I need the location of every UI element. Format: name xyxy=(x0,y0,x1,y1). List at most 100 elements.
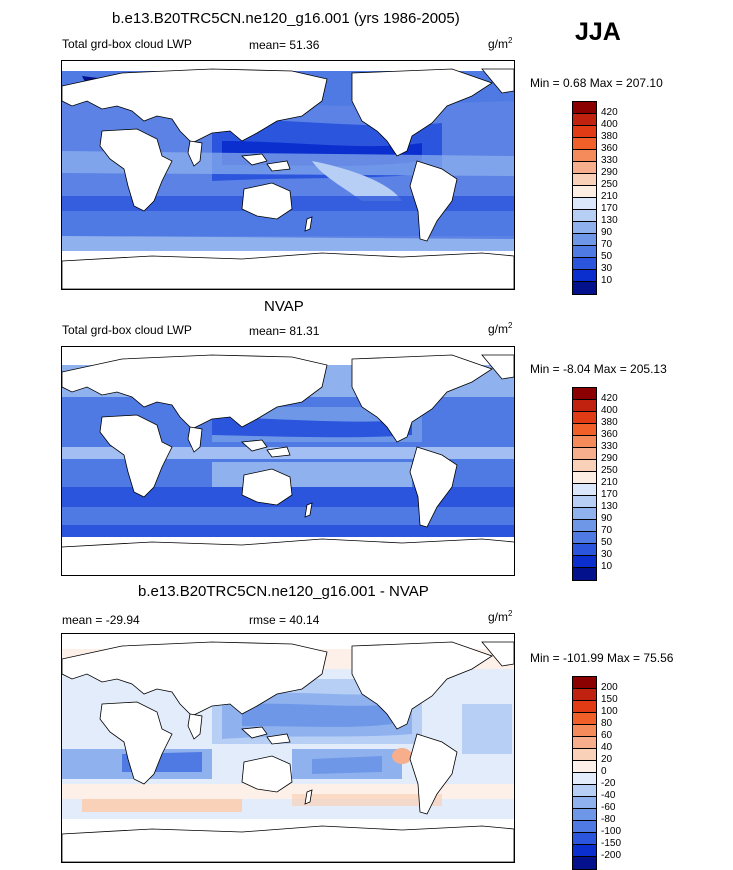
colorbar-tick: 20 xyxy=(601,754,613,765)
panel-diff-units: g/m2 xyxy=(488,609,513,624)
colorbar-swatch xyxy=(573,749,596,761)
colorbar-tick: 30 xyxy=(601,263,613,274)
colorbar-tick: 30 xyxy=(601,549,613,560)
colorbar-tick: -80 xyxy=(601,814,616,825)
colorbar-tick: 250 xyxy=(601,465,618,476)
panel-obs-variable-label: Total grd-box cloud LWP xyxy=(62,323,192,337)
colorbar-swatch xyxy=(573,400,596,412)
colorbar-swatch xyxy=(573,761,596,773)
colorbar-swatch xyxy=(573,556,596,568)
panel-diff-mean-label: mean = -29.94 xyxy=(62,613,140,627)
colorbar-swatch xyxy=(573,496,596,508)
colorbar-tick: -20 xyxy=(601,778,616,789)
colorbar-tick: 170 xyxy=(601,203,618,214)
colorbar-swatch xyxy=(573,126,596,138)
panel-diff-rmse-label: rmse = 40.14 xyxy=(249,613,320,627)
panel-model-title: b.e13.B20TRC5CN.ne120_g16.001 (yrs 1986-… xyxy=(112,10,460,27)
panel-model-colorbar xyxy=(572,101,597,295)
colorbar-tick: 330 xyxy=(601,155,618,166)
colorbar-swatch xyxy=(573,845,596,857)
colorbar-tick: 70 xyxy=(601,239,613,250)
colorbar-swatch xyxy=(573,138,596,150)
colorbar-tick: -100 xyxy=(601,826,622,837)
panel-diff-title: b.e13.B20TRC5CN.ne120_g16.001 - NVAP xyxy=(138,583,429,600)
colorbar-tick: 250 xyxy=(601,179,618,190)
colorbar-tick: 420 xyxy=(601,107,618,118)
colorbar-tick: -40 xyxy=(601,790,616,801)
colorbar-tick: 420 xyxy=(601,393,618,404)
panel-diff-colorbar xyxy=(572,676,597,870)
colorbar-tick: 210 xyxy=(601,191,618,202)
colorbar-swatch xyxy=(573,568,596,580)
colorbar-swatch xyxy=(573,484,596,496)
colorbar-swatch xyxy=(573,448,596,460)
colorbar-swatch xyxy=(573,857,596,869)
colorbar-swatch xyxy=(573,222,596,234)
colorbar-swatch xyxy=(573,460,596,472)
colorbar-tick: 130 xyxy=(601,501,618,512)
colorbar-swatch xyxy=(573,809,596,821)
colorbar-swatch xyxy=(573,424,596,436)
colorbar-tick: 400 xyxy=(601,119,618,130)
colorbar-swatch xyxy=(573,102,596,114)
colorbar-swatch xyxy=(573,198,596,210)
colorbar-swatch xyxy=(573,162,596,174)
colorbar-swatch xyxy=(573,773,596,785)
colorbar-tick: 60 xyxy=(601,730,613,741)
panel-diff-minmax: Min = -101.99 Max = 75.56 xyxy=(530,651,674,665)
colorbar-swatch xyxy=(573,689,596,701)
colorbar-tick: 380 xyxy=(601,417,618,428)
colorbar-tick: 290 xyxy=(601,453,618,464)
colorbar-swatch xyxy=(573,544,596,556)
colorbar-tick: 170 xyxy=(601,489,618,500)
colorbar-swatch xyxy=(573,725,596,737)
colorbar-swatch xyxy=(573,677,596,689)
colorbar-tick: 130 xyxy=(601,215,618,226)
colorbar-swatch xyxy=(573,234,596,246)
panel-model-map xyxy=(61,60,515,290)
panel-model-variable-label: Total grd-box cloud LWP xyxy=(62,37,192,51)
colorbar-swatch xyxy=(573,472,596,484)
panel-obs-title: NVAP xyxy=(264,298,304,315)
panel-obs-map xyxy=(61,346,515,576)
panel-obs-minmax: Min = -8.04 Max = 205.13 xyxy=(530,362,667,376)
colorbar-tick: 0 xyxy=(601,766,607,777)
colorbar-swatch xyxy=(573,785,596,797)
colorbar-tick: 200 xyxy=(601,682,618,693)
panel-model-mean-label: mean= 51.36 xyxy=(249,38,320,52)
panel-model-minmax: Min = 0.68 Max = 207.10 xyxy=(530,76,663,90)
colorbar-swatch xyxy=(573,821,596,833)
colorbar-swatch xyxy=(573,737,596,749)
colorbar-tick: 330 xyxy=(601,441,618,452)
colorbar-tick: 360 xyxy=(601,143,618,154)
colorbar-swatch xyxy=(573,388,596,400)
colorbar-swatch xyxy=(573,532,596,544)
colorbar-swatch xyxy=(573,258,596,270)
panel-obs-mean-label: mean= 81.31 xyxy=(249,324,320,338)
panel-obs-units: g/m2 xyxy=(488,321,513,336)
colorbar-tick: 90 xyxy=(601,513,613,524)
colorbar-swatch xyxy=(573,436,596,448)
colorbar-tick: 360 xyxy=(601,429,618,440)
colorbar-swatch xyxy=(573,174,596,186)
colorbar-tick: 150 xyxy=(601,694,618,705)
colorbar-tick: 50 xyxy=(601,537,613,548)
colorbar-tick: 290 xyxy=(601,167,618,178)
colorbar-swatch xyxy=(573,701,596,713)
colorbar-swatch xyxy=(573,246,596,258)
panel-diff-map xyxy=(61,633,515,863)
colorbar-swatch xyxy=(573,282,596,294)
colorbar-tick: -150 xyxy=(601,838,622,849)
colorbar-tick: -200 xyxy=(601,850,622,861)
season-label: JJA xyxy=(575,18,621,46)
colorbar-tick: 90 xyxy=(601,227,613,238)
colorbar-tick: 50 xyxy=(601,251,613,262)
colorbar-swatch xyxy=(573,150,596,162)
colorbar-swatch xyxy=(573,508,596,520)
panel-model-units: g/m2 xyxy=(488,36,513,51)
colorbar-tick: 10 xyxy=(601,561,613,572)
panel-obs-colorbar xyxy=(572,387,597,581)
colorbar-swatch xyxy=(573,833,596,845)
colorbar-tick: 10 xyxy=(601,275,613,286)
colorbar-swatch xyxy=(573,186,596,198)
